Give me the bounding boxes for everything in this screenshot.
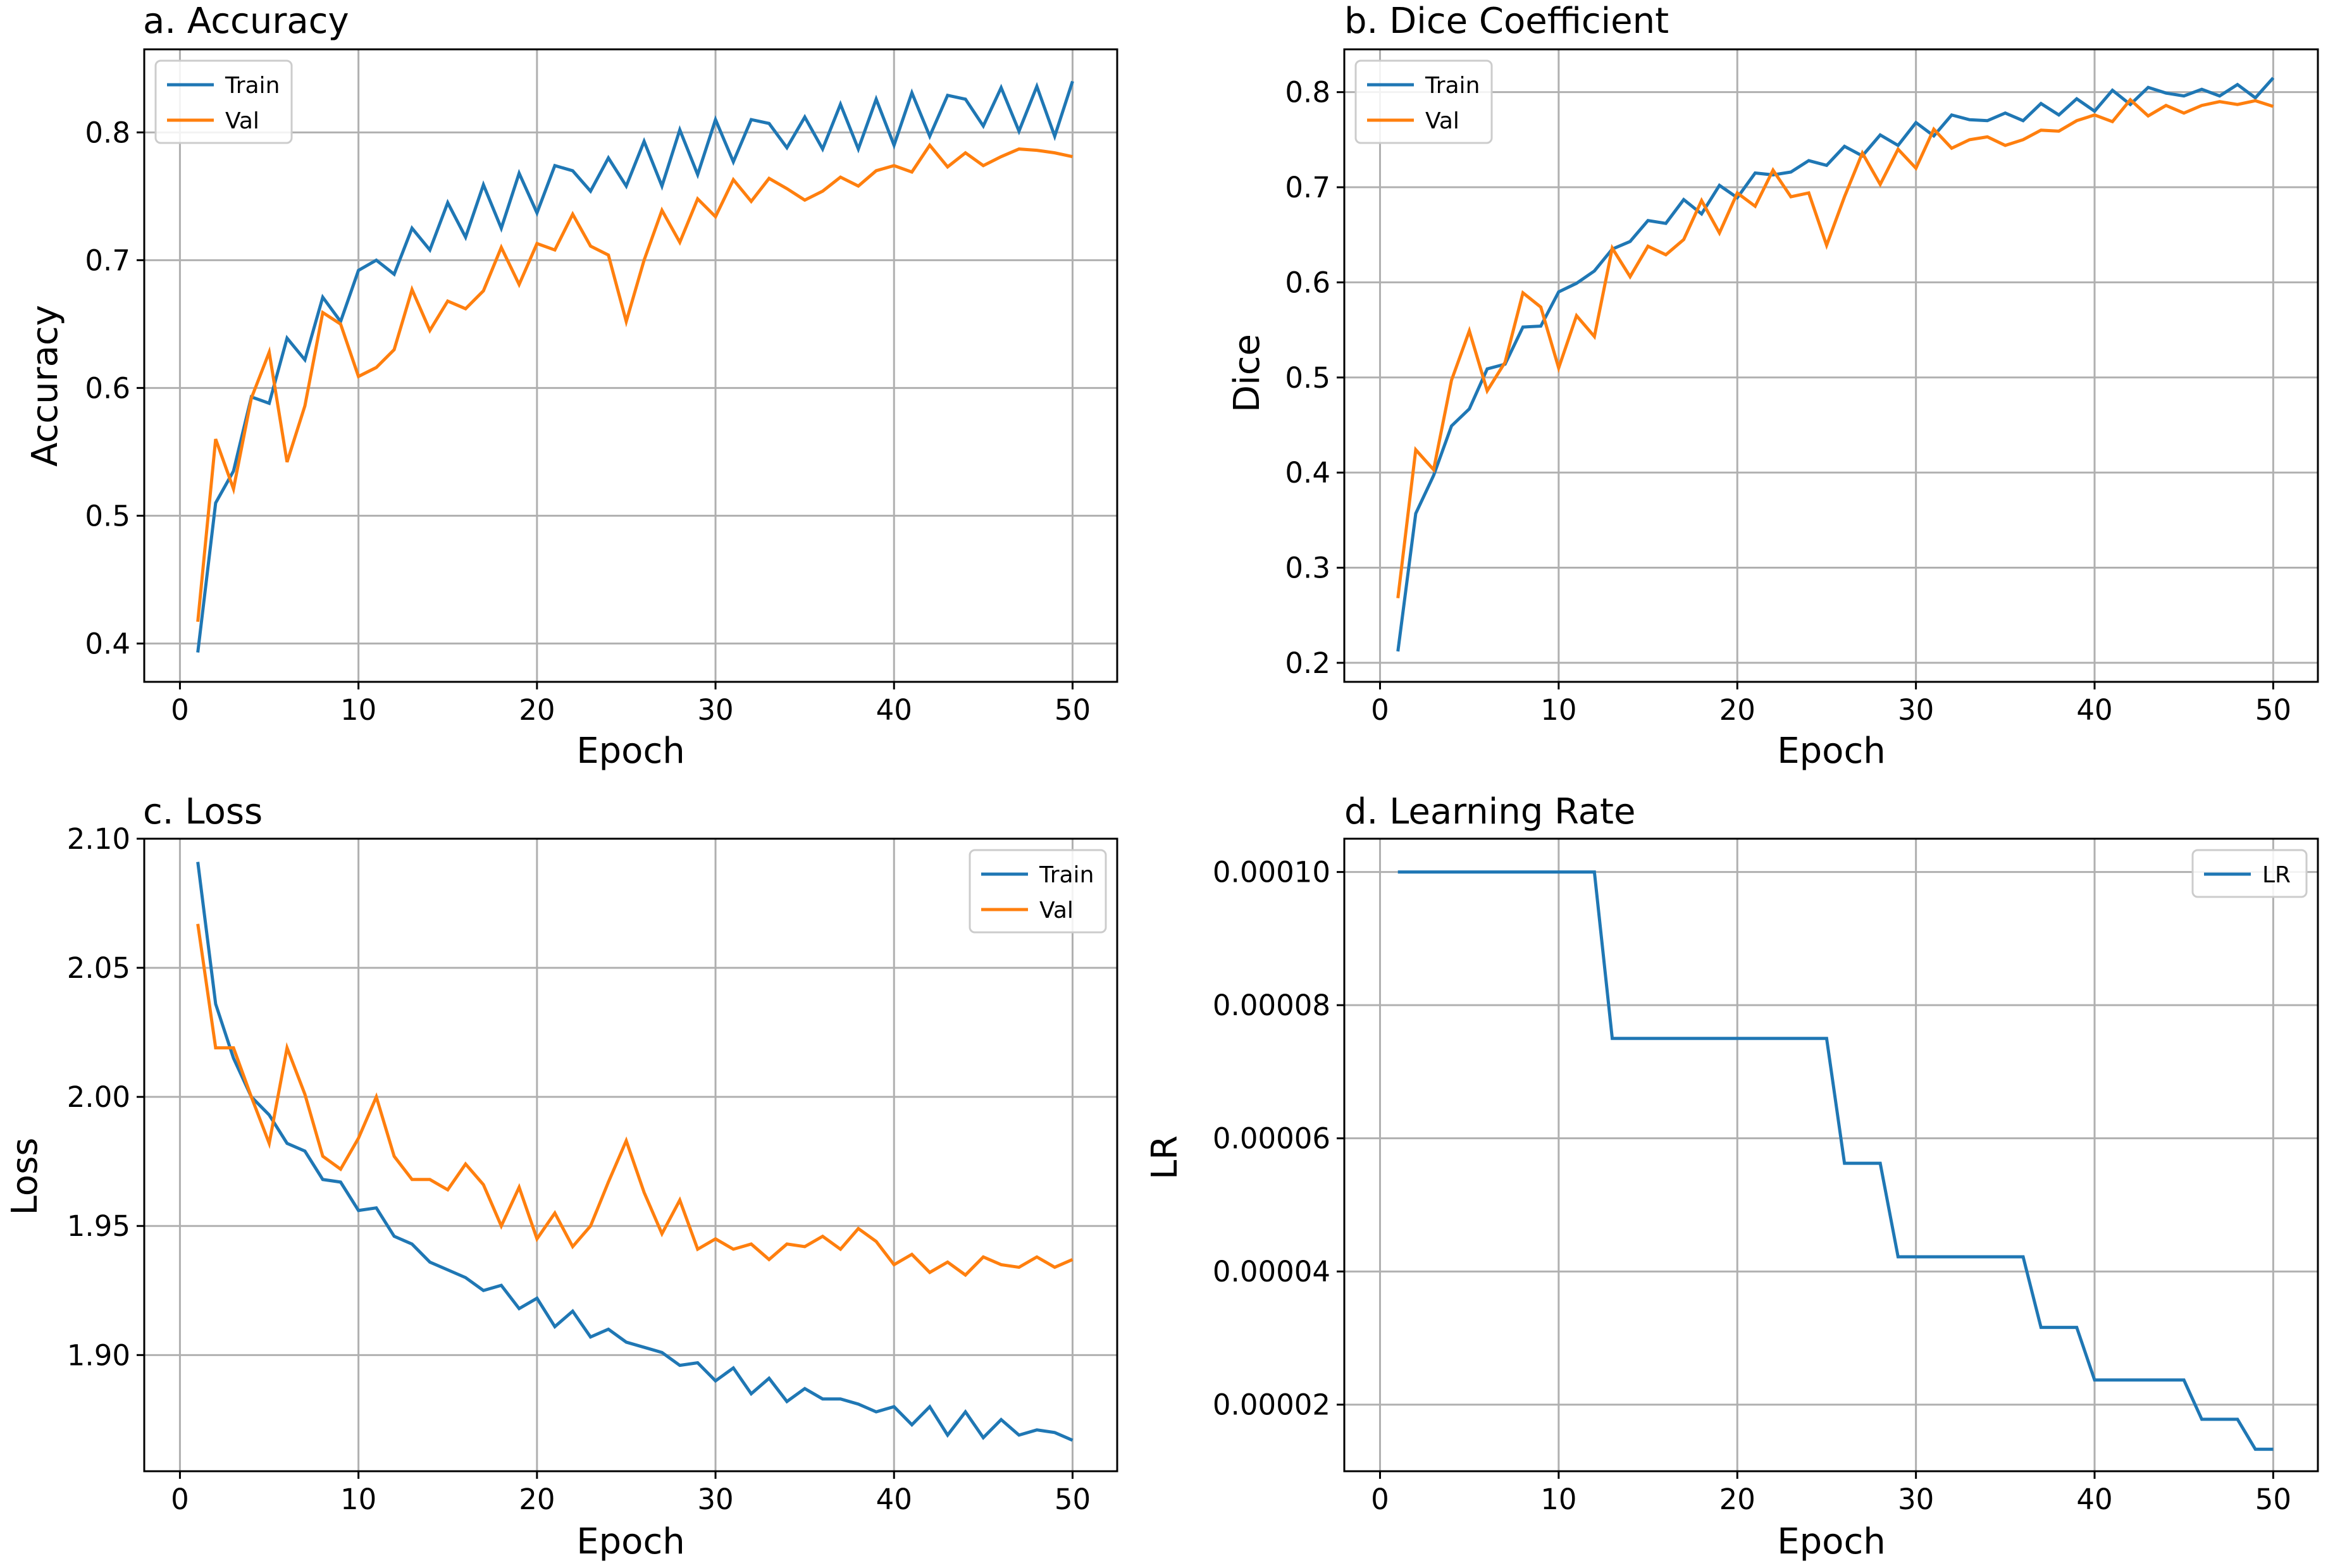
x-tick-label: 10 bbox=[1540, 1483, 1576, 1516]
y-tick-label: 2.10 bbox=[67, 822, 130, 856]
legend-label: Train bbox=[1425, 73, 1480, 99]
panel-b-dice: b. Dice Coefficient Dice Epoch 0 10 20 30 40… bbox=[1227, 1, 2319, 772]
grid bbox=[144, 49, 1117, 682]
series-line-train bbox=[196, 80, 1074, 653]
x-axis-label: Epoch bbox=[1777, 731, 1885, 772]
y-tick-label: 0.4 bbox=[85, 627, 130, 660]
y-axis-label: Accuracy bbox=[25, 305, 66, 467]
y-tick-label: 0.6 bbox=[85, 371, 130, 405]
x-tick-label: 30 bbox=[1898, 1483, 1934, 1516]
y-tick-label: 0.5 bbox=[1285, 361, 1330, 395]
y-axis-label: LR bbox=[1144, 1135, 1186, 1180]
x-tick-label: 50 bbox=[2255, 1483, 2291, 1516]
x-tick-label: 20 bbox=[1719, 1483, 1755, 1516]
panel-title: d. Learning Rate bbox=[1344, 791, 1635, 832]
x-tick-label: 20 bbox=[519, 693, 555, 727]
x-tick-label: 50 bbox=[1055, 693, 1091, 727]
y-tick-label: 0.00004 bbox=[1213, 1255, 1330, 1288]
x-tick-label: 10 bbox=[1540, 693, 1576, 727]
y-tick-label: 0.00006 bbox=[1213, 1122, 1330, 1156]
x-axis-label: Epoch bbox=[576, 1521, 684, 1562]
y-tick-label: 0.00008 bbox=[1213, 989, 1330, 1022]
y-tick-label: 0.2 bbox=[1285, 646, 1330, 680]
y-tick-label: 0.8 bbox=[85, 116, 130, 149]
y-tick-label: 2.00 bbox=[67, 1080, 130, 1114]
y-tick-label: 1.95 bbox=[67, 1209, 130, 1243]
legend-label: Train bbox=[1039, 862, 1094, 888]
x-tick-label: 20 bbox=[519, 1483, 555, 1516]
y-tick-label: 1.90 bbox=[67, 1338, 130, 1372]
x-tick-label: 10 bbox=[340, 1483, 376, 1516]
x-tick-label: 30 bbox=[697, 693, 733, 727]
panel-d-learning-rate: d. Learning Rate LR Epoch 0 10 20 30 40 50 0.0… bbox=[1144, 791, 2319, 1562]
y-tick-label: 0.00010 bbox=[1213, 856, 1330, 889]
series-line-val bbox=[196, 142, 1073, 622]
x-tick-label: 50 bbox=[1055, 1483, 1091, 1516]
plot-frame bbox=[1343, 837, 2319, 1472]
x-tick-label: 40 bbox=[2076, 693, 2112, 727]
panel-title: a. Accuracy bbox=[143, 1, 349, 42]
x-tick-label: 0 bbox=[171, 1483, 189, 1516]
legend: Train Val bbox=[969, 849, 1107, 934]
grid bbox=[1344, 839, 2318, 1471]
y-axis-label: Dice bbox=[1227, 334, 1268, 412]
legend-label: Train bbox=[225, 73, 280, 99]
legend-box bbox=[154, 59, 293, 144]
y-tick-label: 0.8 bbox=[1285, 76, 1330, 109]
legend-box bbox=[1354, 59, 1493, 144]
legend: LR bbox=[2191, 849, 2308, 898]
y-tick-label: 0.00002 bbox=[1213, 1388, 1330, 1422]
legend-label: Val bbox=[1425, 108, 1459, 134]
series-line-lr bbox=[1397, 870, 2274, 1451]
x-tick-label: 50 bbox=[2255, 693, 2291, 727]
legend-label: LR bbox=[2262, 862, 2291, 888]
legend-box bbox=[969, 849, 1107, 934]
panel-c-loss: c. Loss Loss Epoch 0 10 20 30 40 50 1.90 1.95 2.… bbox=[4, 791, 1118, 1562]
panel-title: b. Dice Coefficient bbox=[1344, 1, 1669, 42]
y-tick-label: 0.4 bbox=[1285, 456, 1330, 490]
panel-a-accuracy: a. Accuracy Accuracy Epoch 0 10 20 30 40 50 0.… bbox=[25, 1, 1118, 772]
x-axis-label: Epoch bbox=[1777, 1521, 1885, 1562]
y-tick-label: 0.6 bbox=[1285, 266, 1330, 299]
y-tick-label: 0.3 bbox=[1285, 552, 1330, 585]
panel-title: c. Loss bbox=[143, 791, 263, 832]
x-tick-label: 40 bbox=[876, 1483, 912, 1516]
legend: Train Val bbox=[1354, 59, 1493, 144]
series-line-train bbox=[196, 861, 1074, 1442]
legend: Train Val bbox=[154, 59, 293, 144]
y-axis-label: Loss bbox=[4, 1138, 46, 1216]
x-axis-label: Epoch bbox=[576, 731, 684, 772]
x-tick-label: 30 bbox=[1898, 693, 1934, 727]
x-tick-label: 10 bbox=[340, 693, 376, 727]
x-tick-label: 20 bbox=[1719, 693, 1755, 727]
y-tick-label: 2.05 bbox=[67, 951, 130, 985]
y-tick-label: 0.7 bbox=[85, 244, 130, 277]
series-line-val bbox=[196, 923, 1074, 1278]
legend-label: Val bbox=[225, 108, 259, 134]
plot-frame bbox=[143, 48, 1118, 683]
y-tick-label: 0.5 bbox=[85, 499, 130, 533]
legend-label: Val bbox=[1039, 898, 1074, 923]
x-tick-label: 0 bbox=[171, 693, 189, 727]
plot-frame bbox=[1343, 48, 2319, 683]
plot-frame bbox=[143, 837, 1118, 1472]
series-line-val bbox=[1396, 97, 2274, 598]
x-tick-label: 0 bbox=[1371, 693, 1389, 727]
x-tick-label: 40 bbox=[876, 693, 912, 727]
x-tick-label: 0 bbox=[1371, 1483, 1389, 1516]
x-tick-label: 40 bbox=[2076, 1483, 2112, 1516]
x-tick-label: 30 bbox=[697, 1483, 733, 1516]
y-tick-label: 0.7 bbox=[1285, 171, 1330, 204]
